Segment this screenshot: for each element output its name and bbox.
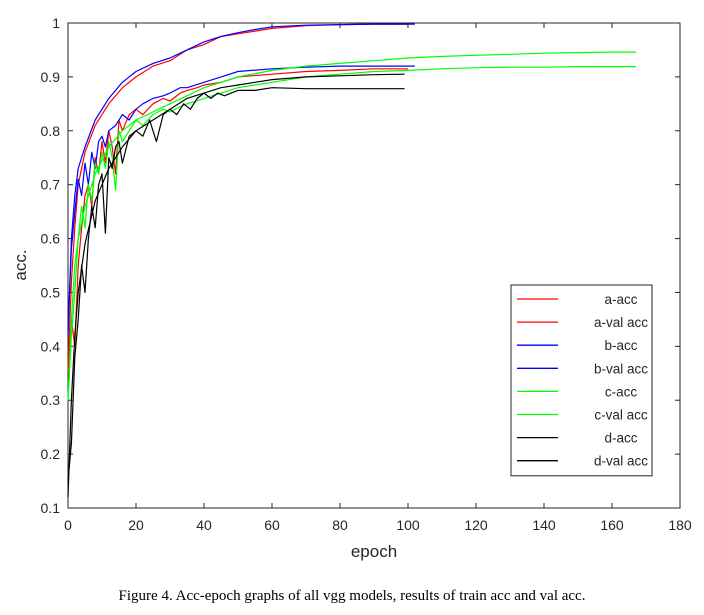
y-axis-label: acc. [11, 249, 30, 280]
legend-label: b-acc [604, 338, 637, 353]
legend-label: c-acc [605, 384, 638, 399]
y-tick-label: 0.1 [41, 500, 61, 516]
legend-box [510, 284, 653, 477]
legend-label: d-acc [604, 431, 637, 446]
y-tick-label: 0.2 [41, 446, 61, 462]
x-tick-label: 100 [396, 517, 420, 533]
figure-caption: Figure 4. Acc-epoch graphs of all vgg mo… [118, 588, 586, 604]
series-line-b-val-acc [67, 65, 415, 331]
series-line-b-acc [67, 23, 415, 336]
legend-label: d-val acc [594, 454, 648, 469]
y-tick-label: 0.5 [41, 284, 61, 300]
x-tick-label: 140 [532, 517, 556, 533]
x-tick-label: 160 [600, 517, 624, 533]
y-tick-label: 0.8 [41, 123, 61, 139]
legend: a-acc a-val acc b-acc b-val acc c-acc c-val a… [510, 284, 653, 477]
series-lines [67, 23, 636, 498]
x-tick-label: 60 [264, 517, 280, 533]
x-axis: 0 20 40 60 80 100 120 140 160 180 [64, 23, 692, 533]
y-tick-label: 1 [52, 15, 60, 31]
acc-epoch-chart: 0 20 40 60 80 100 120 140 160 180 0.1 0.2 0.3 0.4 0.5… [11, 15, 692, 561]
y-tick-label: 0.6 [41, 231, 61, 247]
x-tick-label: 20 [128, 517, 144, 533]
legend-label: c-val acc [594, 408, 648, 423]
series-line-d-val-acc [67, 87, 405, 482]
x-tick-label: 180 [668, 517, 692, 533]
legend-label: a-acc [604, 292, 637, 307]
x-tick-label: 0 [64, 517, 72, 533]
series-line-a-acc [67, 23, 408, 368]
y-axis: 0.1 0.2 0.3 0.4 0.5 0.6 0.7 0.8 0.9 1 [41, 15, 680, 516]
y-tick-label: 0.7 [41, 177, 61, 193]
x-tick-label: 120 [464, 517, 488, 533]
series-line-c-val-acc [67, 65, 636, 401]
y-tick-label: 0.4 [41, 338, 61, 354]
series-line-c-acc [67, 51, 636, 401]
x-axis-label: epoch [351, 542, 397, 561]
legend-label: b-val acc [594, 361, 648, 376]
x-tick-label: 40 [196, 517, 212, 533]
y-tick-label: 0.9 [41, 69, 61, 85]
x-tick-label: 80 [332, 517, 348, 533]
legend-label: a-val acc [594, 315, 648, 330]
y-tick-label: 0.3 [41, 392, 61, 408]
